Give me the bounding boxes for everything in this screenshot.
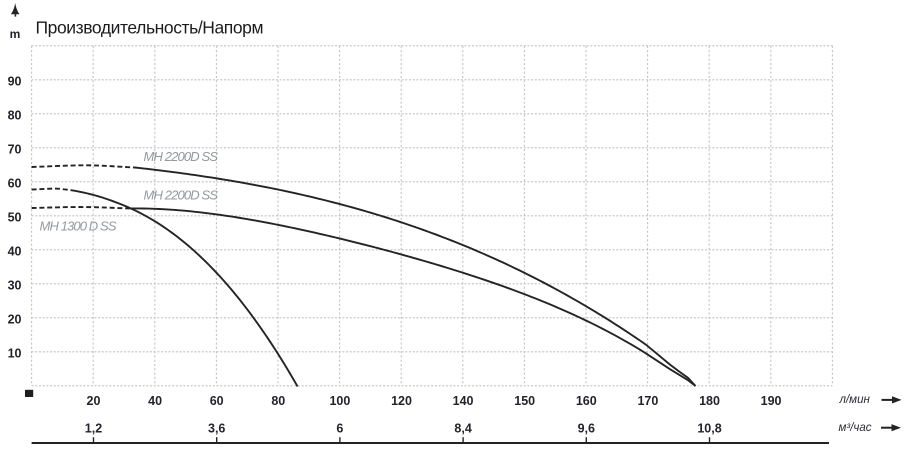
svg-text:40: 40: [148, 394, 162, 408]
svg-text:10,8: 10,8: [697, 421, 721, 435]
svg-text:1,2: 1,2: [85, 421, 102, 435]
svg-text:МН 1300 D SS: МН 1300 D SS: [40, 219, 117, 234]
svg-text:80: 80: [271, 394, 285, 408]
svg-text:20: 20: [87, 394, 101, 408]
svg-text:9,6: 9,6: [578, 421, 595, 435]
svg-text:60: 60: [210, 394, 224, 408]
svg-text:90: 90: [8, 75, 22, 89]
svg-text:8,4: 8,4: [454, 421, 471, 435]
svg-text:МН 2200D SS: МН 2200D SS: [144, 188, 219, 203]
svg-text:60: 60: [8, 177, 22, 191]
svg-text:150: 150: [514, 394, 535, 408]
svg-text:30: 30: [8, 279, 22, 293]
svg-text:л/мин: л/мин: [839, 394, 871, 406]
svg-text:3,6: 3,6: [208, 421, 225, 435]
svg-text:120: 120: [391, 394, 412, 408]
svg-text:180: 180: [699, 394, 720, 408]
svg-text:50: 50: [8, 211, 22, 225]
svg-text:70: 70: [8, 143, 22, 157]
svg-text:m: m: [10, 27, 21, 41]
svg-text:160: 160: [576, 394, 597, 408]
svg-text:140: 140: [453, 394, 474, 408]
svg-text:10: 10: [8, 347, 22, 361]
svg-text:МН 2200D SS: МН 2200D SS: [144, 149, 219, 164]
svg-text:6: 6: [336, 421, 343, 435]
svg-text:80: 80: [8, 109, 22, 123]
svg-text:190: 190: [761, 394, 782, 408]
svg-text:20: 20: [8, 313, 22, 327]
svg-text:м³/час: м³/час: [839, 422, 872, 434]
svg-text:100: 100: [329, 394, 350, 408]
svg-text:Производительность/Напорм: Производительность/Напорм: [36, 18, 264, 38]
svg-text:170: 170: [637, 394, 658, 408]
svg-text:40: 40: [8, 245, 22, 259]
